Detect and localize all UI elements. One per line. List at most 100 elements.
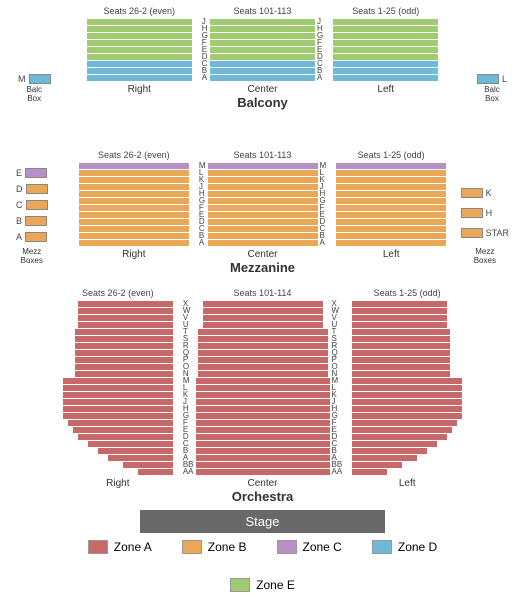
seat-row: [203, 322, 323, 328]
seat-row: [208, 205, 318, 211]
seat-row: [63, 399, 173, 405]
seat-row: [98, 448, 173, 454]
legend-swatch: [372, 540, 392, 554]
seat-row: [78, 308, 173, 314]
seat-row: [75, 336, 173, 342]
legend-swatch: [277, 540, 297, 554]
seat-row: [333, 47, 438, 53]
balc-box-left: MBalcBox: [18, 74, 51, 104]
seat-row: [208, 212, 318, 218]
seating-chart: Seats 26-2 (even)RightSeats 101-113JHGFE…: [0, 0, 525, 600]
seat-row: [79, 191, 189, 197]
seat-row: [352, 399, 462, 405]
seat-row: [352, 336, 450, 342]
seat-row: [208, 226, 318, 232]
seat-row: [352, 441, 437, 447]
seat-row: [198, 343, 328, 349]
mezz-section: Seats 101-113MLKJHGFEDCBAMLKJHGFEDCBACen…: [199, 150, 326, 260]
seat-row: [208, 240, 318, 246]
seat-row: [352, 385, 462, 391]
legend-swatch: [88, 540, 108, 554]
seat-row: [336, 233, 446, 239]
seat-row: [63, 413, 173, 419]
seat-row: [87, 19, 192, 25]
seat-row: [333, 40, 438, 46]
seat-row: [87, 54, 192, 60]
mezzanine-level: Seats 26-2 (even)RightSeats 101-113MLKJH…: [0, 150, 525, 275]
seat-row: [63, 378, 173, 384]
seat-row: [79, 177, 189, 183]
legend-item: Zone D: [372, 540, 437, 554]
orchestra-section: Seats 101-114XWVUTSRQPONMLKJHGFEDCBABBAA…: [183, 288, 342, 489]
seat-row: [352, 455, 417, 461]
seat-row: [79, 240, 189, 246]
seat-row: [198, 364, 328, 370]
seat-row: [352, 329, 450, 335]
seat-row: [108, 455, 173, 461]
seat-row: [336, 184, 446, 190]
mezz-boxes-right: KHSTARMezzBoxes: [461, 188, 509, 266]
seat-row: [73, 427, 173, 433]
seat-row: [196, 413, 330, 419]
seat-row: [79, 233, 189, 239]
seat-row: [336, 212, 446, 218]
legend-swatch: [230, 578, 250, 592]
seat-row: [78, 434, 173, 440]
seat-row: [352, 462, 402, 468]
seat-row: [79, 170, 189, 176]
seat-row: [352, 420, 457, 426]
seat-row: [75, 371, 173, 377]
seat-row: [78, 322, 173, 328]
seat-row: [196, 469, 330, 475]
seat-row: [333, 26, 438, 32]
seat-row: [333, 75, 438, 81]
seat-row: [352, 469, 387, 475]
seat-row: [87, 33, 192, 39]
mezz-section: Seats 1-25 (odd)Left: [336, 150, 446, 260]
seat-row: [196, 420, 330, 426]
seat-row: [336, 205, 446, 211]
seat-row: [336, 170, 446, 176]
seat-row: [196, 399, 330, 405]
seat-row: [336, 163, 446, 169]
seat-row: [352, 392, 462, 398]
seat-row: [198, 329, 328, 335]
seat-row: [210, 33, 315, 39]
seat-row: [352, 434, 447, 440]
balcony-level: Seats 26-2 (even)RightSeats 101-113JHGFE…: [0, 6, 525, 110]
seat-row: [79, 205, 189, 211]
seat-row: [336, 240, 446, 246]
seat-row: [87, 40, 192, 46]
seat-row: [87, 61, 192, 67]
legend-item: Zone B: [182, 540, 247, 554]
balcony-section: Seats 26-2 (even)Right: [87, 6, 192, 95]
orchestra-section: Seats 1-25 (odd)Left: [352, 288, 462, 489]
seat-row: [208, 219, 318, 225]
seat-row: [208, 184, 318, 190]
seat-row: [333, 19, 438, 25]
seat-row: [210, 54, 315, 60]
seat-row: [336, 219, 446, 225]
seat-row: [198, 357, 328, 363]
seat-row: [203, 308, 323, 314]
seat-row: [333, 61, 438, 67]
seat-row: [63, 385, 173, 391]
seat-row: [210, 61, 315, 67]
seat-row: [336, 226, 446, 232]
legend-item: Zone C: [277, 540, 342, 554]
seat-row: [210, 40, 315, 46]
seat-row: [352, 350, 450, 356]
seat-row: [196, 406, 330, 412]
seat-row: [75, 364, 173, 370]
seat-row: [208, 233, 318, 239]
seat-row: [196, 462, 330, 468]
orchestra-level: Seats 26-2 (even)RightSeats 101-114XWVUT…: [0, 288, 525, 504]
seat-row: [75, 343, 173, 349]
seat-row: [78, 315, 173, 321]
seat-row: [79, 212, 189, 218]
seat-row: [79, 163, 189, 169]
seat-row: [79, 219, 189, 225]
seat-row: [63, 392, 173, 398]
seat-row: [75, 357, 173, 363]
seat-row: [87, 68, 192, 74]
